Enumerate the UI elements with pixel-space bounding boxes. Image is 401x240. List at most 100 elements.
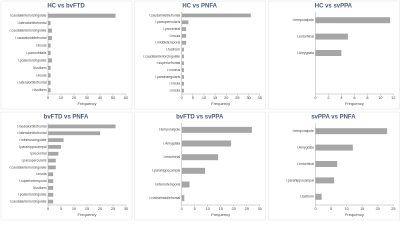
panel-border: [268, 0, 400, 110]
bar: [315, 177, 335, 184]
x-tick-label: 15: [360, 207, 364, 211]
bar: [181, 68, 184, 72]
panel-border: [0, 111, 133, 221]
x-axis-label: Frequency: [345, 212, 364, 217]
bar: [181, 126, 252, 133]
chart-title: bvFTD vs PNFA: [44, 115, 89, 121]
bar: [181, 20, 189, 25]
bar: [181, 13, 251, 18]
category-label: r.fusiform: [33, 88, 47, 92]
bar: [48, 88, 51, 93]
category-label: l.insula: [36, 43, 47, 47]
bar: [48, 65, 51, 70]
panel-border: [134, 111, 266, 221]
category-label: l.Amygdala: [297, 145, 314, 149]
x-tick-label: 5: [330, 207, 332, 211]
bar: [315, 128, 388, 135]
panel-border: [0, 0, 133, 110]
category-label: l.precentral: [163, 27, 180, 31]
category-label: l.parsopercularis: [22, 158, 47, 162]
x-tick-label: 60: [124, 96, 128, 100]
category-label: r.lateralorbitofrontal: [17, 81, 46, 85]
category-label: l.inferiortemporal: [155, 182, 180, 186]
category-label: l.middletemporal: [155, 41, 180, 45]
chart-title: bvFTD vs svPPA: [176, 115, 224, 121]
bar: [315, 33, 348, 40]
category-label: l.caudalmiddlefrontal: [15, 36, 46, 40]
x-tick-label: 0: [314, 207, 316, 211]
bar: [48, 80, 51, 85]
bar: [181, 154, 219, 161]
bar: [48, 36, 52, 41]
bar: [48, 28, 52, 33]
category-label: l.parahippocampal: [19, 145, 47, 149]
chart-title: HC vs bvFTD: [47, 4, 85, 10]
bar: [48, 145, 61, 149]
category-label: r.caudalanteriorcingulate: [10, 29, 47, 33]
bar: [181, 75, 184, 79]
x-tick-label: 0: [47, 96, 49, 100]
x-axis-label: Frequency: [211, 212, 230, 217]
bar: [48, 158, 56, 163]
category-label: l.entorhinal: [297, 162, 314, 166]
x-tick-label: 50: [111, 96, 115, 100]
bar: [48, 172, 54, 177]
category-label: l.insula: [170, 88, 181, 92]
bar: [48, 179, 54, 183]
category-label: r.lateralorbitofrontal: [17, 131, 46, 135]
x-tick-label: 25: [245, 207, 249, 211]
x-tick-label: 15: [219, 207, 223, 211]
category-label: l.temporalpole: [159, 128, 180, 132]
bar: [181, 47, 184, 52]
bar: [48, 199, 54, 204]
category-label: l.superiortemporal: [19, 179, 46, 183]
category-label: r.cuneus: [167, 68, 180, 72]
bar: [48, 58, 52, 63]
bar: [48, 21, 51, 26]
bar: [181, 54, 184, 59]
x-tick-label: 5: [60, 207, 62, 211]
bar: [48, 43, 51, 48]
bar: [48, 73, 51, 78]
x-tick-label: 10: [344, 207, 348, 211]
x-axis-label: Frequency: [211, 101, 230, 106]
bar: [181, 81, 184, 86]
category-label: l.fusiform: [33, 186, 47, 190]
panel-border: [134, 0, 266, 110]
bar: [181, 27, 187, 31]
x-tick-label: 30: [246, 96, 250, 100]
bar: [48, 165, 56, 170]
x-tick-label: 2: [327, 96, 329, 100]
x-tick-label: 25: [391, 207, 395, 211]
x-tick-label: 20: [376, 207, 380, 211]
chart-title: HC vs svPPA: [315, 4, 353, 10]
category-label: l.parstriangularis: [155, 75, 180, 79]
x-tick-label: 15: [85, 207, 89, 211]
category-label: l.insula: [36, 172, 47, 176]
category-label: l.precentral: [30, 152, 47, 156]
category-label: r.caudalanteriorcingulate: [10, 165, 47, 169]
bar: [181, 140, 232, 147]
x-tick-label: 6: [353, 96, 355, 100]
category-label: l.insula: [170, 34, 181, 38]
bar: [48, 50, 51, 56]
x-tick-label: 10: [59, 96, 63, 100]
bar: [181, 181, 190, 188]
category-label: l.posteriorcingulate: [18, 193, 47, 197]
x-tick-label: 30: [85, 96, 89, 100]
category-label: l.temporalpole: [293, 18, 314, 22]
category-label: l.parsopercularis: [155, 20, 180, 24]
category-label: r.insula: [169, 82, 180, 86]
category-label: l.Amygdala: [163, 141, 180, 145]
x-axis-label: Frequency: [78, 212, 97, 217]
x-tick-label: 25: [235, 96, 239, 100]
category-label: l.caudalmiddlefrontal: [149, 13, 180, 17]
bar: [181, 40, 187, 45]
category-label: l.parahippocampal: [152, 169, 180, 173]
x-tick-label: 8: [366, 96, 368, 100]
category-label: l.parsorbitalis: [27, 51, 47, 55]
page: HC vs bvFTD 0 10 20 30 40 50 60 Frequency l.cauda…: [0, 0, 401, 221]
x-tick-label: 40: [98, 96, 102, 100]
x-tick-label: 10: [202, 96, 206, 100]
bar: [48, 124, 116, 129]
